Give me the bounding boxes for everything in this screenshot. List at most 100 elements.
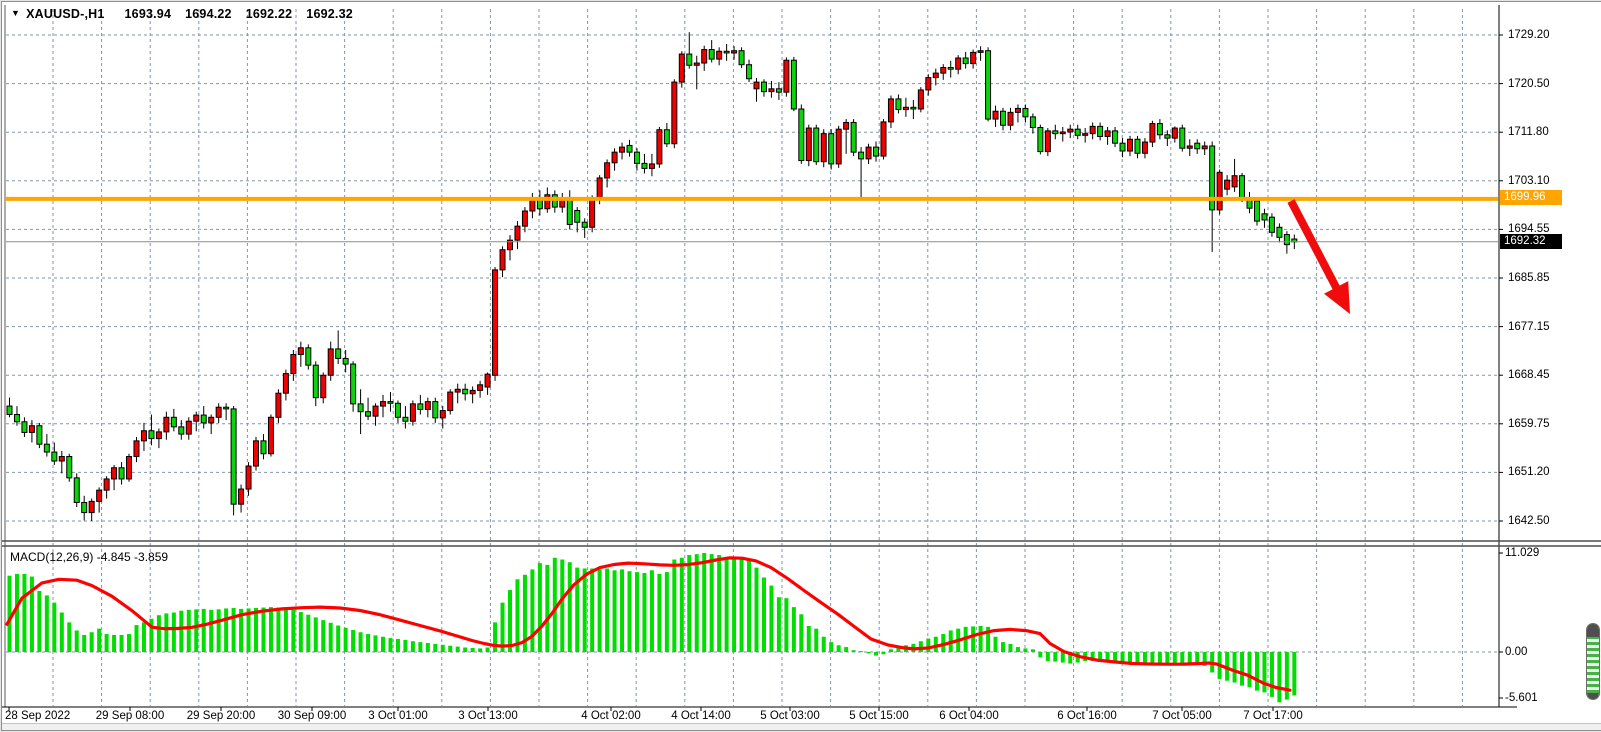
candle-body — [574, 209, 581, 223]
candle-body — [432, 401, 439, 419]
macd-bar — [597, 569, 602, 652]
macd-bar — [104, 634, 109, 652]
candle-body — [686, 53, 693, 66]
macd-bar — [739, 558, 744, 652]
macd-bar — [672, 559, 677, 652]
macd-bar — [1292, 652, 1297, 696]
macd-bar — [336, 625, 341, 652]
macd-bar — [1128, 652, 1132, 664]
macd-bar — [373, 635, 378, 652]
macd-bar — [709, 554, 714, 652]
macd-bar — [844, 647, 849, 652]
candle-body — [1261, 213, 1268, 221]
macd-bar — [44, 595, 49, 652]
candles-layer — [6, 32, 1298, 521]
hline-price-tag[interactable]: 1699.96 — [1500, 190, 1562, 205]
macd-bar — [381, 636, 385, 652]
candle-body — [753, 81, 760, 90]
macd-bar — [881, 652, 886, 655]
macd-bar — [7, 575, 12, 652]
candle-body — [111, 467, 118, 480]
time-axis-label: 4 Oct 02:00 — [581, 710, 641, 722]
candle-body — [1283, 234, 1290, 246]
macd-bar — [194, 609, 199, 652]
macd-bar — [649, 570, 654, 652]
macd-bar — [1120, 652, 1125, 663]
macd-bar — [612, 570, 617, 652]
candle-body — [1037, 126, 1044, 153]
candle-body — [350, 363, 357, 405]
macd-bar — [1232, 652, 1237, 683]
candle-body — [611, 151, 618, 164]
candle-body — [850, 121, 857, 153]
candle-body — [1119, 142, 1126, 152]
candle-body — [103, 478, 110, 491]
macd-bar — [799, 614, 804, 652]
macd-bar — [403, 639, 408, 652]
candle-body — [1276, 226, 1283, 238]
candle-body — [282, 373, 289, 394]
candle-body — [843, 121, 850, 130]
macd-axis-label: -5.601 — [1505, 692, 1538, 704]
macd-bar — [52, 602, 57, 652]
candle-body — [1194, 142, 1201, 150]
candle-body — [88, 500, 95, 514]
macd-bar — [291, 609, 296, 652]
candle-body — [917, 89, 924, 110]
scrollbar-thumb[interactable] — [1586, 623, 1600, 700]
time-axis-label: 7 Oct 05:00 — [1152, 710, 1212, 722]
candle-body — [1171, 127, 1178, 139]
macd-bar — [620, 569, 625, 652]
candle-body — [619, 146, 626, 153]
time-axis-label: 3 Oct 01:00 — [368, 710, 428, 722]
symbol-legend: ▼ XAUUSD-,H1 1693.94 1694.22 1692.22 1692.3… — [11, 7, 353, 21]
candle-body — [484, 373, 491, 388]
price-axis-label: 1720.50 — [1508, 77, 1550, 90]
candle-body — [126, 456, 133, 480]
candle-body — [1141, 141, 1148, 154]
macd-bar — [201, 608, 206, 652]
macd-axis-label: 0.00 — [1505, 646, 1528, 658]
candle-body — [887, 98, 894, 123]
macd-bar — [582, 568, 587, 652]
macd-bar — [986, 626, 991, 652]
price-axis-label: 1642.50 — [1508, 515, 1550, 527]
macd-bar — [1135, 652, 1140, 665]
window-bottom-strip — [2, 723, 1601, 730]
price-axis-label: 1685.85 — [1508, 272, 1550, 284]
macd-bar — [216, 609, 221, 652]
candle-body — [1007, 111, 1014, 126]
macd-bar — [530, 569, 535, 652]
macd-bar — [254, 608, 259, 652]
candle-body — [947, 67, 954, 70]
macd-bar — [1090, 652, 1095, 661]
macd-bar — [866, 652, 871, 654]
macd-bar — [351, 630, 356, 652]
macd-bar — [545, 564, 550, 652]
candle-body — [783, 59, 790, 93]
macd-bar — [918, 641, 923, 652]
trend-arrow-shaft[interactable] — [1287, 199, 1344, 296]
candle-body — [73, 477, 80, 504]
macd-bar — [156, 615, 161, 652]
trend-arrow-head[interactable] — [1324, 281, 1350, 314]
candle-body — [185, 420, 192, 435]
macd-bar — [851, 650, 856, 652]
macd-bar — [1113, 652, 1118, 662]
macd-bar — [560, 559, 565, 652]
macd-bar — [993, 636, 998, 652]
candle-body — [604, 162, 611, 179]
candle-body — [1059, 131, 1066, 135]
candle-body — [133, 440, 140, 458]
macd-bar — [1247, 652, 1252, 688]
candle-body — [365, 411, 372, 417]
macd-bar — [343, 627, 348, 652]
macd-bar — [971, 626, 976, 652]
candle-body — [977, 50, 984, 53]
macd-bar — [724, 556, 729, 652]
candle-body — [253, 440, 260, 467]
macd-bar — [829, 642, 834, 652]
symbol-dropdown-icon[interactable]: ▼ — [11, 8, 21, 18]
macd-bar — [22, 573, 27, 652]
